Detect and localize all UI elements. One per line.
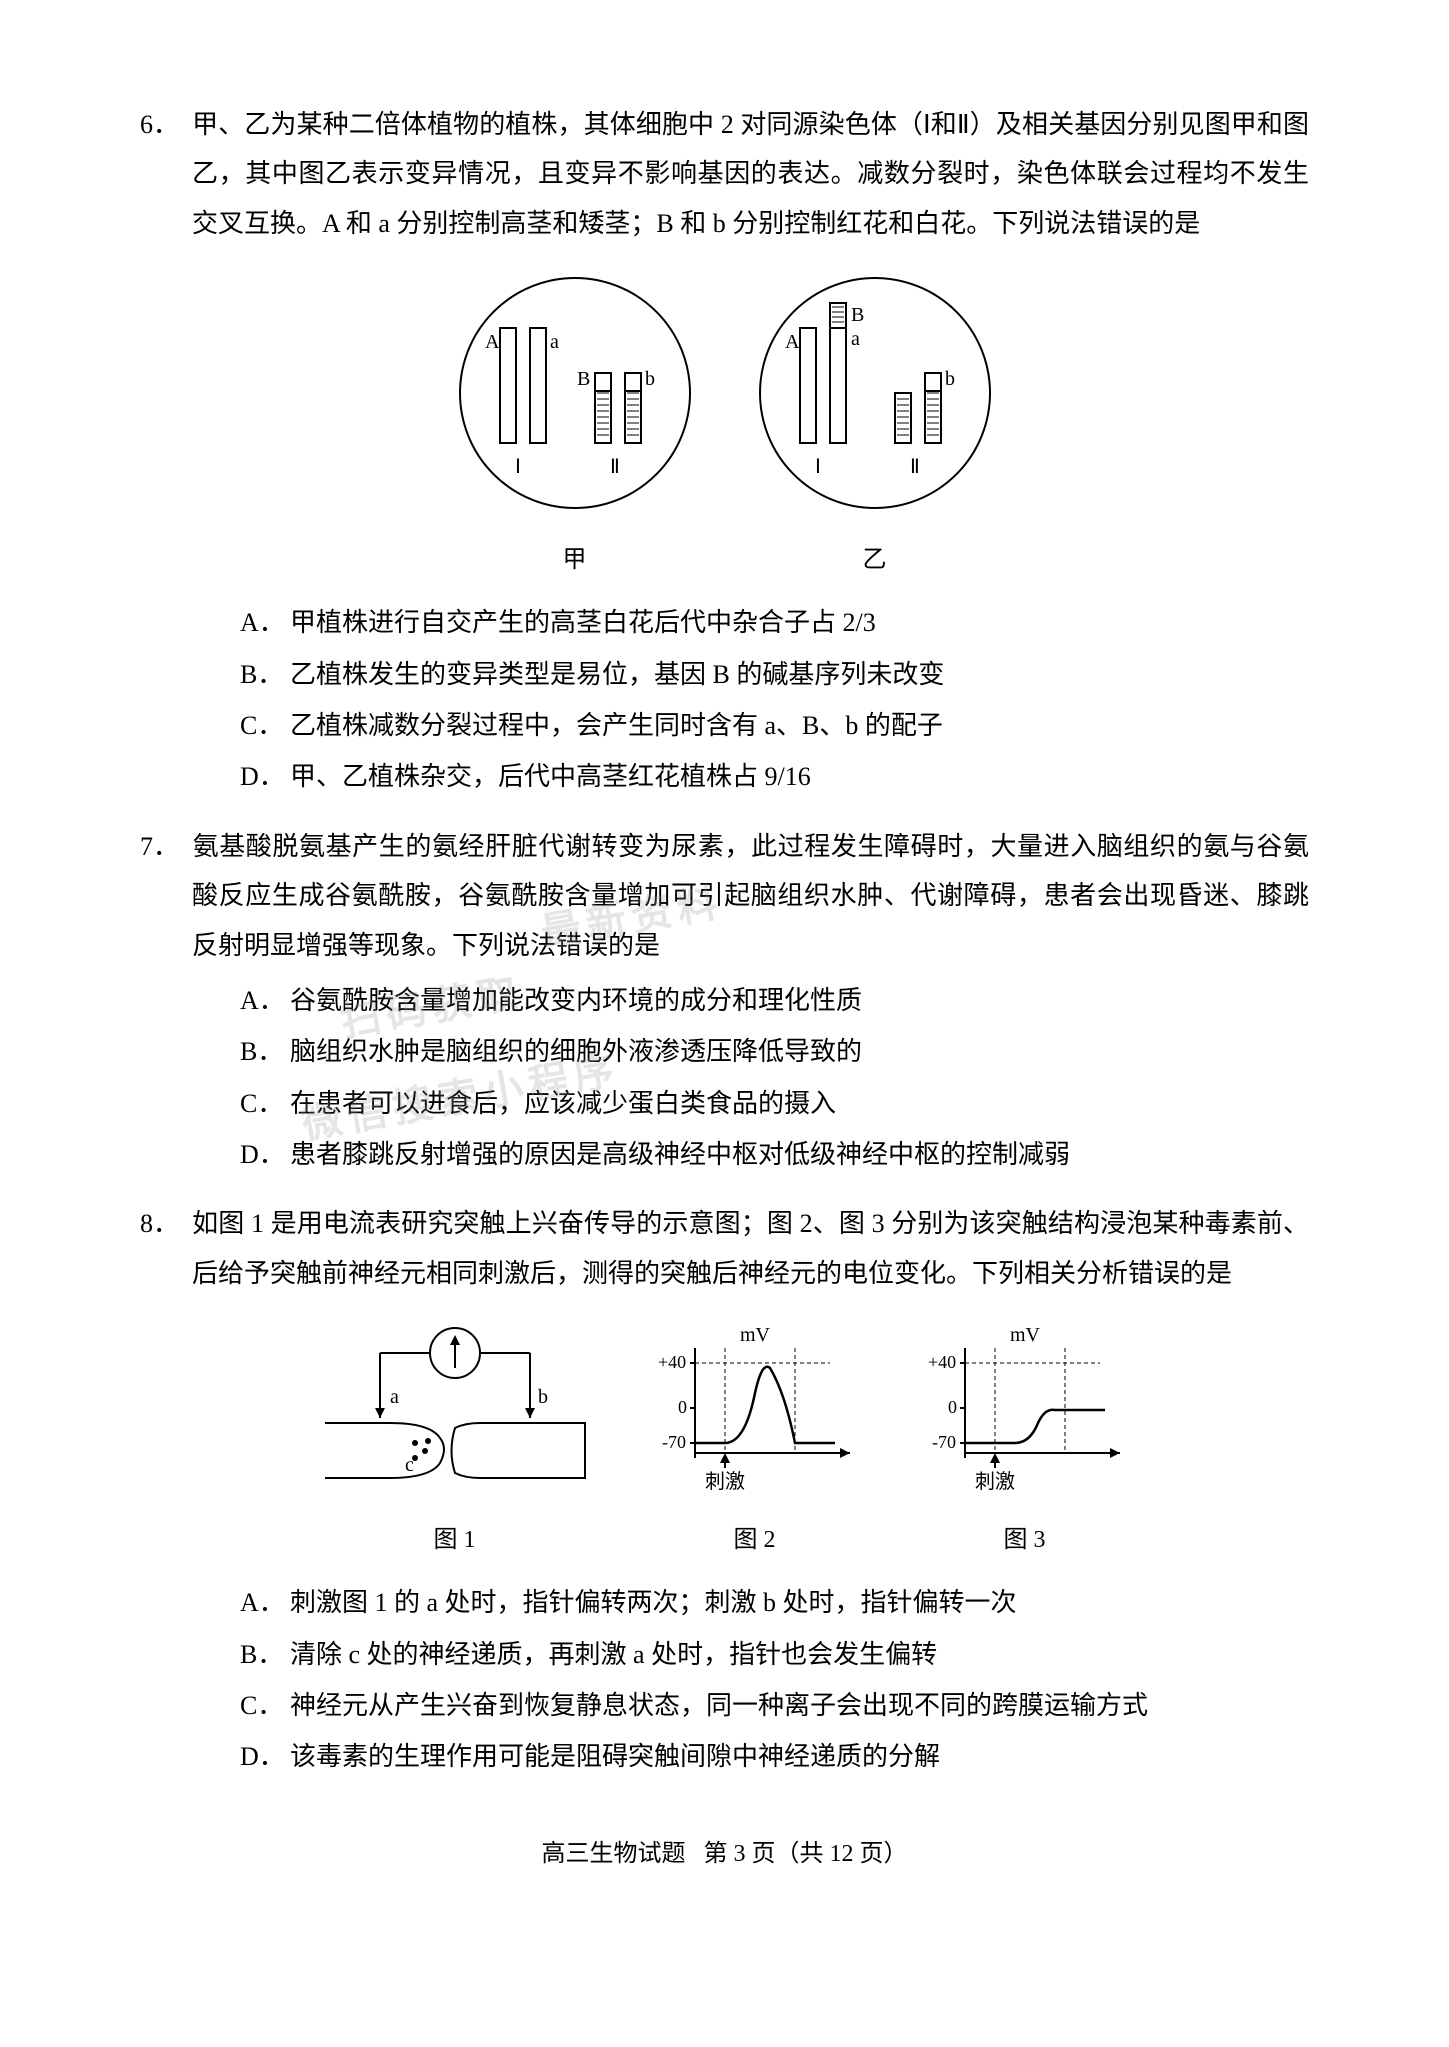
q8-option-D: D．该毒素的生理作用可能是阻碍突触间隙中神经递质的分解	[240, 1732, 1309, 1781]
option-text: 在患者可以进食后，应该减少蛋白类食品的摄入	[290, 1089, 836, 1118]
option-text: 患者膝跳反射增强的原因是高级神经中枢对低级神经中枢的控制减弱	[290, 1140, 1070, 1169]
q7-option-C: C．在患者可以进食后，应该减少蛋白类食品的摄入	[240, 1079, 1309, 1128]
svg-text:0: 0	[678, 1397, 687, 1417]
q8-fig1: a b c 图 1	[320, 1323, 590, 1563]
option-label: B．	[240, 650, 290, 699]
svg-text:b: b	[945, 368, 955, 390]
option-text: 清除 c 处的神经递质，再刺激 a 处时，指针也会发生偏转	[290, 1640, 937, 1669]
option-label: C．	[240, 701, 290, 750]
svg-text:A: A	[485, 331, 500, 353]
question-7: 7．氨基酸脱氨基产生的氨经肝脏代谢转变为尿素，此过程发生障碍时，大量进入脑组织的…	[140, 822, 1309, 1180]
q8-fig3: mV +40 0 -70 刺激	[920, 1323, 1130, 1563]
q8-option-C: C．神经元从产生兴奋到恢复静息状态，同一种离子会出现不同的跨膜运输方式	[240, 1681, 1309, 1730]
footer-page: 第 3 页（共 12 页）	[704, 1841, 908, 1867]
q6-option-D: D．甲、乙植株杂交，后代中高茎红花植株占 9/16	[240, 752, 1309, 801]
option-text: 该毒素的生理作用可能是阻碍突触间隙中神经递质的分解	[290, 1742, 940, 1771]
svg-text:Ⅱ: Ⅱ	[910, 456, 920, 478]
option-label: C．	[240, 1681, 290, 1730]
option-text: 神经元从产生兴奋到恢复静息状态，同一种离子会出现不同的跨膜运输方式	[290, 1691, 1148, 1720]
option-label: B．	[240, 1630, 290, 1679]
option-label: D．	[240, 1130, 290, 1179]
q7-option-A: A．谷氨酰胺含量增加能改变内环境的成分和理化性质	[240, 976, 1309, 1025]
stimulus-label: 刺激	[975, 1470, 1015, 1493]
option-text: 刺激图 1 的 a 处时，指针偏转两次；刺激 b 处时，指针偏转一次	[290, 1588, 1017, 1617]
option-label: C．	[240, 1079, 290, 1128]
page-container: 最新资料 扫码获取 微信搜索小程序 6．甲、乙为某种二倍体植物的植株，其体细胞中…	[140, 100, 1309, 1877]
svg-text:a: a	[851, 328, 860, 350]
svg-text:Ⅰ: Ⅰ	[515, 456, 521, 478]
q8-caption-3: 图 3	[920, 1518, 1130, 1564]
q8-stem: 8．如图 1 是用电流表研究突触上兴奋传导的示意图；图 2、图 3 分别为该突触…	[140, 1199, 1309, 1298]
q8-figures: a b c 图 1 mV	[140, 1323, 1309, 1563]
svg-text:a: a	[390, 1386, 399, 1408]
svg-text:+40: +40	[658, 1352, 686, 1372]
synapse-diagram: a b c	[320, 1323, 590, 1493]
option-text: 甲、乙植株杂交，后代中高茎红花植株占 9/16	[290, 762, 811, 791]
option-label: A．	[240, 976, 290, 1025]
q8-stem-text: 如图 1 是用电流表研究突触上兴奋传导的示意图；图 2、图 3 分别为该突触结构…	[192, 1209, 1309, 1287]
q6-figures: A a Ⅰ B b Ⅱ 甲	[140, 273, 1309, 583]
option-text: 脑组织水肿是脑组织的细胞外液渗透压降低导致的	[290, 1037, 862, 1066]
q6-options: A．甲植株进行自交产生的高茎白花后代中杂合子占 2/3 B．乙植株发生的变异类型…	[140, 598, 1309, 802]
svg-text:a: a	[550, 331, 559, 353]
chromosome-diagram-乙: A B a Ⅰ b Ⅱ	[755, 273, 995, 513]
svg-text:Ⅰ: Ⅰ	[815, 456, 821, 478]
question-8: 8．如图 1 是用电流表研究突触上兴奋传导的示意图；图 2、图 3 分别为该突触…	[140, 1199, 1309, 1781]
chromosome-diagram-甲: A a Ⅰ B b Ⅱ	[455, 273, 695, 513]
q6-option-A: A．甲植株进行自交产生的高茎白花后代中杂合子占 2/3	[240, 598, 1309, 647]
option-label: D．	[240, 1732, 290, 1781]
option-label: A．	[240, 1578, 290, 1627]
svg-text:0: 0	[948, 1397, 957, 1417]
q6-caption-right: 乙	[755, 538, 995, 584]
q7-stem: 7．氨基酸脱氨基产生的氨经肝脏代谢转变为尿素，此过程发生障碍时，大量进入脑组织的…	[140, 822, 1309, 970]
stimulus-label: 刺激	[705, 1470, 745, 1493]
q6-fig-left: A a Ⅰ B b Ⅱ 甲	[455, 273, 695, 583]
svg-text:B: B	[851, 304, 864, 326]
q8-options: A．刺激图 1 的 a 处时，指针偏转两次；刺激 b 处时，指针偏转一次 B．清…	[140, 1578, 1309, 1782]
option-text: 乙植株减数分裂过程中，会产生同时含有 a、B、b 的配子	[290, 711, 943, 740]
q8-number: 8．	[140, 1199, 192, 1248]
q7-option-D: D．患者膝跳反射增强的原因是高级神经中枢对低级神经中枢的控制减弱	[240, 1130, 1309, 1179]
q7-options: A．谷氨酰胺含量增加能改变内环境的成分和理化性质 B．脑组织水肿是脑组织的细胞外…	[140, 976, 1309, 1180]
svg-text:A: A	[785, 331, 800, 353]
footer-title: 高三生物试题	[542, 1841, 686, 1867]
q7-number: 7．	[140, 822, 192, 871]
q6-stem-text: 甲、乙为某种二倍体植物的植株，其体细胞中 2 对同源染色体（Ⅰ和Ⅱ）及相关基因分…	[192, 110, 1309, 238]
q8-option-A: A．刺激图 1 的 a 处时，指针偏转两次；刺激 b 处时，指针偏转一次	[240, 1578, 1309, 1627]
question-6: 6．甲、乙为某种二倍体植物的植株，其体细胞中 2 对同源染色体（Ⅰ和Ⅱ）及相关基…	[140, 100, 1309, 802]
q6-caption-left: 甲	[455, 538, 695, 584]
y-unit: mV	[1010, 1324, 1041, 1346]
option-text: 乙植株发生的变异类型是易位，基因 B 的碱基序列未改变	[290, 660, 944, 689]
page-footer: 高三生物试题 第 3 页（共 12 页）	[140, 1832, 1309, 1878]
voltage-graph-2: mV +40 0 -70	[650, 1323, 860, 1493]
svg-text:c: c	[405, 1454, 414, 1476]
option-text: 甲植株进行自交产生的高茎白花后代中杂合子占 2/3	[290, 608, 876, 637]
svg-text:+40: +40	[928, 1352, 956, 1372]
svg-text:b: b	[538, 1386, 548, 1408]
option-text: 谷氨酰胺含量增加能改变内环境的成分和理化性质	[290, 986, 862, 1015]
q6-number: 6．	[140, 100, 192, 149]
q6-option-C: C．乙植株减数分裂过程中，会产生同时含有 a、B、b 的配子	[240, 701, 1309, 750]
q6-fig-right: A B a Ⅰ b Ⅱ 乙	[755, 273, 995, 583]
svg-text:-70: -70	[932, 1432, 956, 1452]
q7-option-B: B．脑组织水肿是脑组织的细胞外液渗透压降低导致的	[240, 1027, 1309, 1076]
q8-caption-2: 图 2	[650, 1518, 860, 1564]
q8-fig2: mV +40 0 -70	[650, 1323, 860, 1563]
svg-text:Ⅱ: Ⅱ	[610, 456, 620, 478]
option-label: B．	[240, 1027, 290, 1076]
y-unit: mV	[740, 1324, 771, 1346]
option-label: A．	[240, 598, 290, 647]
q8-option-B: B．清除 c 处的神经递质，再刺激 a 处时，指针也会发生偏转	[240, 1630, 1309, 1679]
q6-option-B: B．乙植株发生的变异类型是易位，基因 B 的碱基序列未改变	[240, 650, 1309, 699]
voltage-graph-3: mV +40 0 -70 刺激	[920, 1323, 1130, 1493]
svg-text:-70: -70	[662, 1432, 686, 1452]
option-label: D．	[240, 752, 290, 801]
q8-caption-1: 图 1	[320, 1518, 590, 1564]
svg-text:B: B	[577, 368, 590, 390]
q6-stem: 6．甲、乙为某种二倍体植物的植株，其体细胞中 2 对同源染色体（Ⅰ和Ⅱ）及相关基…	[140, 100, 1309, 248]
svg-text:b: b	[645, 368, 655, 390]
q7-stem-text: 氨基酸脱氨基产生的氨经肝脏代谢转变为尿素，此过程发生障碍时，大量进入脑组织的氨与…	[192, 832, 1309, 960]
